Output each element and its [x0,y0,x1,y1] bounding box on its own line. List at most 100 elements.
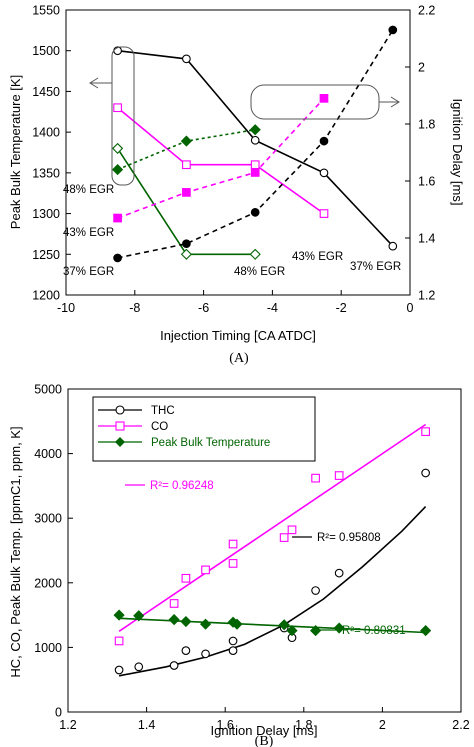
panel-b-y-axis-label: HC, CO, Peak Bulk Temp. [ppmC1, ppm, K] [8,426,23,677]
panel-a-right-y-tick-label: 1.4 [418,232,435,246]
panel-b-plot-frame [67,388,462,713]
data-point-peak-bulk-temperature [310,625,322,637]
data-point-thc [421,468,430,478]
legend-box [92,396,316,462]
panel-a-series-5-point [112,164,124,176]
panel-a-series-2-point [112,142,124,155]
annotation-43-egr-left: 43% EGR [63,227,114,239]
data-point-co [181,573,191,583]
data-point-thc [228,636,238,646]
panel-a-series-0-point [319,168,329,178]
data-point-thc [134,662,144,672]
legend-marker-co [115,421,125,431]
panel-a-series-1-point [319,209,329,218]
data-point-peak-bulk-temperature [199,618,212,630]
legend-label-peak-bulk-temperature: Peak Bulk Temperature [151,437,270,449]
annotation-48-egr-right: 48% EGR [234,266,285,278]
panel-b-x-tick-label: 2 [379,718,386,732]
panel-a-x-tick-label: -2 [336,301,347,315]
data-point-thc [334,568,344,578]
r2-label-thc: R²= 0.95808 [317,532,381,544]
panel-b: 1.2 1.4 1.6 1.8 2 2.2 0 1000 2000 3000 4000 5000 TH… [8,383,470,747]
legend-label-co: CO [151,421,168,433]
panel-a-left-y-tick-label: 1200 [32,289,60,303]
panel-a-right-y-tick-label: 1.6 [418,175,435,189]
panel-a-series-3-point [250,208,260,217]
legend-entry-peak-bulk-temperature: Peak Bulk Temperature [98,437,270,449]
legend-entry-thc: THC [98,405,175,417]
data-point-peak-bulk-temperature [231,618,243,630]
data-point-thc [114,665,124,675]
data-point-co [228,559,238,568]
panel-b-y-tick-label: 0 [55,706,62,720]
panel-a-right-y-tick-label: 1.2 [418,289,435,303]
panel-b-caption: (B) [255,734,274,747]
panel-a-series-0-point [388,241,398,251]
data-point-co [311,473,320,483]
data-point-co [287,525,297,535]
panel-a-right-y-tick-label: 1.8 [418,118,435,132]
panel-a-series-3-point [319,136,329,146]
annotation-37-egr-right: 37% EGR [350,261,401,273]
data-point-co [279,533,289,542]
panel-a-series-line-4 [117,97,325,219]
legend-marker-peak-bulk-temperature [115,437,125,447]
panel-b-y-tick-label: 1000 [34,641,62,655]
panel-b-y-tick-label: 5000 [34,383,62,397]
panel-a-series-5-point [180,135,192,147]
data-point-co [228,539,238,549]
legend-marker-thc [115,405,125,415]
data-point-thc [169,661,179,670]
panel-a-left-y-tick-label: 1250 [32,248,60,262]
data-point-co [334,471,344,480]
panel-a-series-0-point [250,135,260,145]
right-axis-callout-outline [250,84,380,120]
panel-a-series-line-1 [117,107,325,215]
panel-a-series-2-point [180,248,192,260]
panel-a-series-3-point [182,239,191,249]
annotation-48-egr-left: 48% EGR [63,184,114,196]
right-arrow-icon [379,96,400,108]
panel-a-series-1-point [113,103,122,113]
legend-entry-co: CO [98,421,168,433]
panel-a-series-2-point [249,248,261,260]
panel-b-y-tick-label: 2000 [34,576,62,590]
data-point-co [201,565,210,575]
panel-a-caption: (A) [229,351,249,366]
panel-b-x-axis-label: Ignition Delay [ms] [211,723,318,738]
panel-a-series-1-point [250,160,260,170]
panel-a-plot-frame [65,9,411,296]
data-point-peak-bulk-temperature [286,625,298,637]
panel-a-left-y-tick-label: 1350 [32,166,60,180]
panel-a-x-tick-label: 0 [407,301,414,315]
panel-a-x-tick-label: -6 [198,301,209,315]
panel-a-series-4-point [182,188,191,197]
panel-a-left-y-tick-label: 1550 [32,4,60,18]
data-point-peak-bulk-temperature [180,615,192,628]
legend-label-thc: THC [151,405,175,417]
panel-a-left-y-tick-label: 1500 [32,44,60,58]
panel-a-series-4-point [250,168,260,177]
panel-b-y-tick-label: 3000 [34,512,62,526]
panel-a-series-4-point [113,213,122,223]
panel-a-series-0-point [182,54,191,64]
data-point-peak-bulk-temperature [278,619,290,631]
r2-label-co: R²= 0.96248 [150,480,214,492]
panel-b-x-tick-label: 1.8 [295,718,312,732]
panel-a-left-y-tick-label: 1300 [32,207,60,221]
data-point-thc [181,646,191,655]
data-point-co [421,427,430,436]
panel-b-y-tick-label: 4000 [34,447,62,461]
panel-b-x-tick-label: 1.6 [217,718,234,732]
panel-a-x-tick-label: -4 [267,301,278,315]
data-point-peak-bulk-temperature [168,614,180,626]
panel-b-x-tick-label: 2.2 [452,718,469,732]
panel-a-left-y-tick-label: 1450 [32,85,60,99]
panel-a-series-3-point [113,253,122,263]
left-axis-callout-outline [111,46,135,186]
left-arrow-icon [89,77,112,89]
panel-a-x-tick-label: -8 [129,301,140,315]
data-point-peak-bulk-temperature [133,610,145,622]
fit-line-co [118,423,427,632]
panel-a-series-3-point [388,25,398,35]
